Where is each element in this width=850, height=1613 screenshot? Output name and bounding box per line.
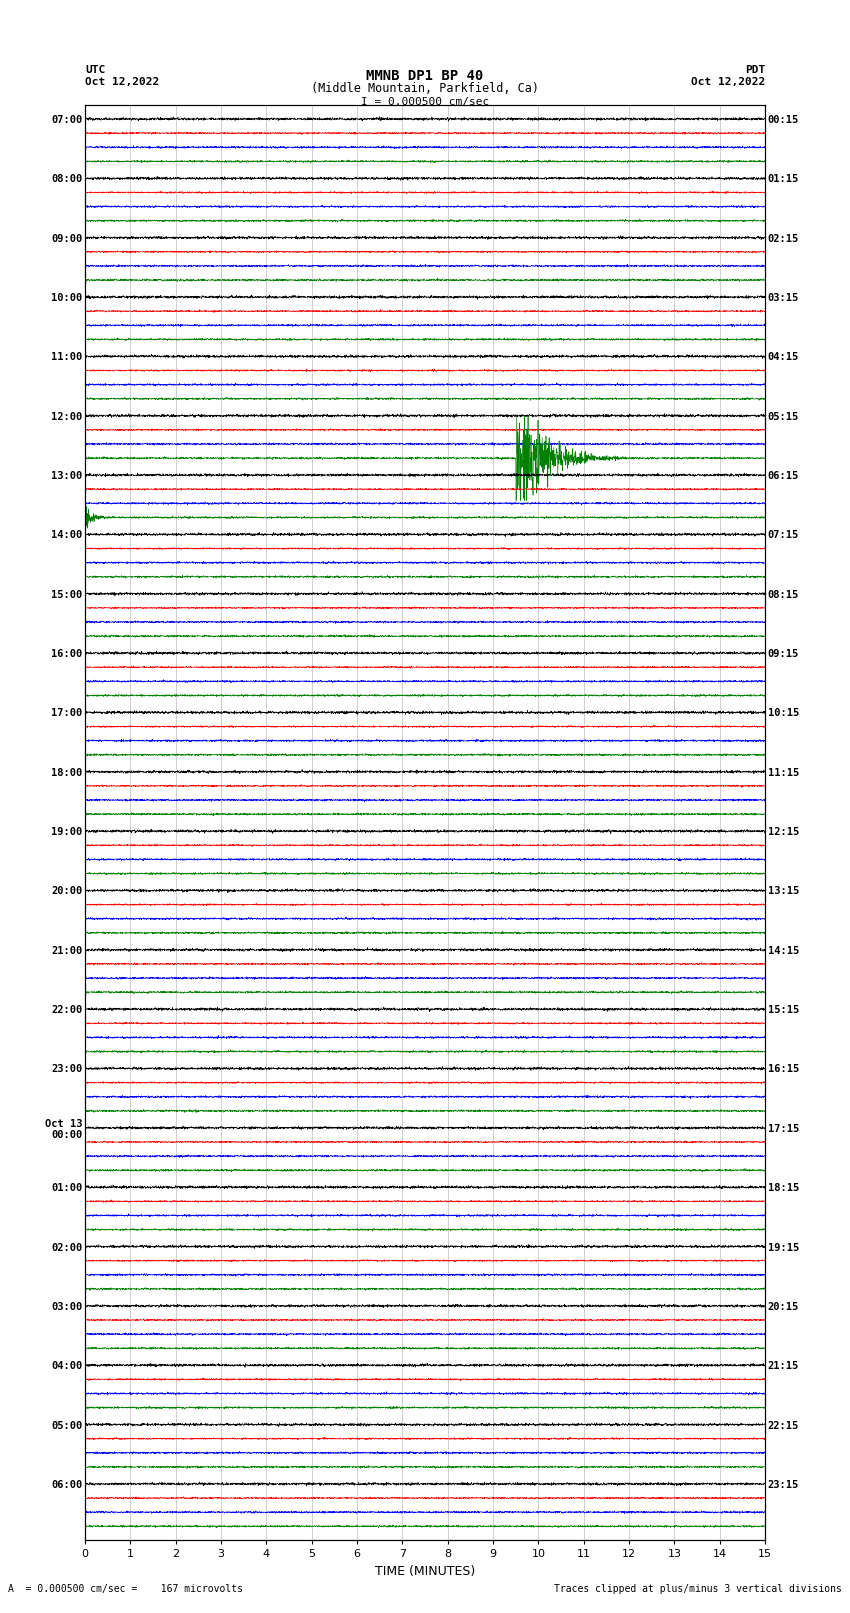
Text: I = 0.000500 cm/sec: I = 0.000500 cm/sec xyxy=(361,97,489,106)
Text: UTC: UTC xyxy=(85,65,105,74)
Text: Oct 12,2022: Oct 12,2022 xyxy=(691,77,765,87)
Text: Traces clipped at plus/minus 3 vertical divisions: Traces clipped at plus/minus 3 vertical … xyxy=(553,1584,842,1594)
Text: MMNB DP1 BP 40: MMNB DP1 BP 40 xyxy=(366,69,484,84)
Text: PDT: PDT xyxy=(745,65,765,74)
Text: Oct 12,2022: Oct 12,2022 xyxy=(85,77,159,87)
Text: (Middle Mountain, Parkfield, Ca): (Middle Mountain, Parkfield, Ca) xyxy=(311,82,539,95)
Text: A  = 0.000500 cm/sec =    167 microvolts: A = 0.000500 cm/sec = 167 microvolts xyxy=(8,1584,243,1594)
X-axis label: TIME (MINUTES): TIME (MINUTES) xyxy=(375,1565,475,1578)
